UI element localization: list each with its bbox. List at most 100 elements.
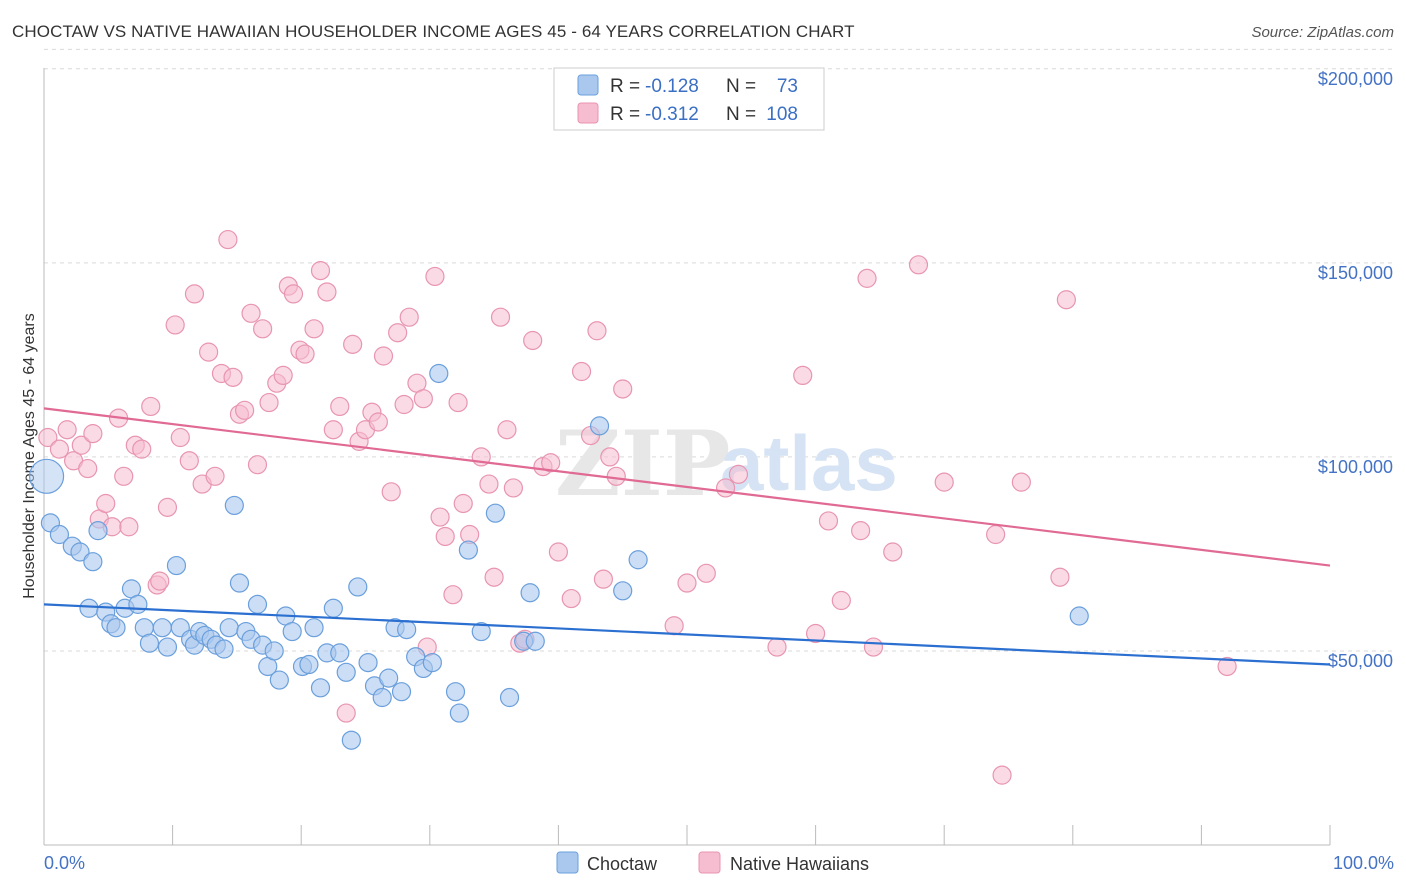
data-point-choctaw xyxy=(391,682,412,702)
data-point-native-hawaiians xyxy=(388,323,408,343)
data-point-native-hawaiians xyxy=(831,590,851,611)
data-point-choctaw xyxy=(1069,606,1089,626)
data-point-native-hawaiians xyxy=(448,392,468,413)
data-point-native-hawaiians xyxy=(283,284,304,304)
data-point-native-hawaiians xyxy=(310,261,331,281)
data-point-choctaw xyxy=(304,618,324,638)
data-point-native-hawaiians xyxy=(425,266,445,287)
data-point-choctaw xyxy=(229,573,250,593)
data-point-native-hawaiians xyxy=(399,307,419,327)
data-point-native-hawaiians xyxy=(1217,656,1237,677)
data-point-native-hawaiians xyxy=(381,482,401,502)
data-point-native-hawaiians xyxy=(541,453,561,473)
data-point-native-hawaiians xyxy=(330,396,350,417)
y-tick-label: $100,000 xyxy=(1318,457,1393,477)
data-point-native-hawaiians xyxy=(141,396,161,417)
data-point-native-hawaiians xyxy=(184,284,205,304)
data-point-native-hawaiians xyxy=(503,478,523,498)
legend-box-swatch-hawaiian xyxy=(577,102,599,124)
legend-n-value-hawaiian: 108 xyxy=(766,104,798,125)
data-point-native-hawaiians xyxy=(323,420,343,440)
data-point-native-hawaiians xyxy=(235,400,255,420)
data-point-native-hawaiians xyxy=(49,439,70,459)
data-point-choctaw xyxy=(49,524,70,545)
data-point-choctaw xyxy=(358,652,378,673)
chart-title: CHOCTAW VS NATIVE HAWAIIAN HOUSEHOLDER I… xyxy=(12,22,855,41)
data-point-native-hawaiians xyxy=(696,563,716,583)
data-point-native-hawaiians xyxy=(677,573,697,593)
data-point-native-hawaiians xyxy=(57,420,77,440)
data-point-native-hawaiians xyxy=(986,524,1006,545)
data-point-choctaw xyxy=(379,668,399,688)
y-tick-labels: $50,000 $100,000 $150,000 $200,000 xyxy=(1318,69,1393,671)
trend-line-choctaw xyxy=(43,603,1331,666)
data-point-native-hawaiians xyxy=(613,379,633,399)
data-point-native-hawaiians xyxy=(818,511,839,531)
data-point-choctaw xyxy=(348,577,368,597)
data-point-native-hawaiians xyxy=(114,466,134,486)
bottom-legend-swatch-choctaw xyxy=(556,851,579,874)
data-point-choctaw xyxy=(628,550,648,570)
data-point-choctaw xyxy=(299,654,319,675)
data-point-native-hawaiians xyxy=(523,330,543,351)
data-point-native-hawaiians xyxy=(767,637,787,657)
data-point-choctaw xyxy=(139,633,160,653)
data-point-choctaw xyxy=(157,637,178,657)
y-tick-label: $150,000 xyxy=(1318,263,1393,283)
bottom-legend-label-choctaw: Choctaw xyxy=(587,854,658,874)
data-point-choctaw xyxy=(152,618,172,638)
data-point-native-hawaiians xyxy=(78,458,98,479)
data-point-native-hawaiians xyxy=(934,472,954,492)
data-point-native-hawaiians xyxy=(223,367,243,387)
data-point-native-hawaiians xyxy=(304,319,324,339)
bottom-legend-label-hawaiian: Native Hawaiians xyxy=(730,854,869,874)
series-choctaw-points xyxy=(28,363,1089,750)
data-point-choctaw xyxy=(28,458,65,494)
data-point-native-hawaiians xyxy=(413,389,433,409)
data-point-native-hawaiians xyxy=(715,478,736,498)
data-point-native-hawaiians xyxy=(805,623,826,644)
data-point-choctaw xyxy=(499,687,520,708)
trend-line-native-hawaiians xyxy=(43,407,1331,567)
data-point-native-hawaiians xyxy=(157,497,178,517)
data-point-choctaw xyxy=(471,621,491,642)
data-point-native-hawaiians xyxy=(317,282,337,302)
data-point-choctaw xyxy=(372,687,392,708)
data-point-native-hawaiians xyxy=(863,637,884,657)
data-point-native-hawaiians xyxy=(561,588,581,609)
data-point-choctaw xyxy=(520,583,540,603)
data-point-choctaw xyxy=(70,542,90,562)
data-point-native-hawaiians xyxy=(83,424,103,444)
data-point-native-hawaiians xyxy=(205,466,225,486)
data-point-choctaw xyxy=(336,662,356,682)
data-point-native-hawaiians xyxy=(992,765,1012,785)
data-point-choctaw xyxy=(79,598,99,618)
data-point-native-hawaiians xyxy=(453,493,473,514)
data-point-native-hawaiians xyxy=(170,427,190,448)
data-point-native-hawaiians xyxy=(241,303,261,323)
data-point-choctaw xyxy=(458,540,478,560)
data-point-native-hawaiians xyxy=(664,616,684,636)
data-point-native-hawaiians xyxy=(96,493,116,514)
data-point-choctaw xyxy=(224,495,244,516)
data-point-choctaw xyxy=(589,416,610,436)
data-point-choctaw xyxy=(445,682,466,702)
data-point-choctaw xyxy=(166,555,187,576)
legend-r-label-hawaiian: R = xyxy=(610,104,640,125)
data-point-native-hawaiians xyxy=(1056,290,1076,310)
data-point-native-hawaiians xyxy=(443,585,463,605)
data-point-native-hawaiians xyxy=(179,451,199,471)
data-point-native-hawaiians xyxy=(851,521,871,541)
data-point-native-hawaiians xyxy=(336,703,356,723)
data-point-choctaw xyxy=(128,594,148,614)
data-point-native-hawaiians xyxy=(883,542,903,562)
data-point-native-hawaiians xyxy=(571,361,592,382)
legend-n-label-hawaiian: N = xyxy=(726,104,756,125)
gridlines xyxy=(44,48,1394,652)
bottom-legend: Choctaw Native Hawaiians xyxy=(556,851,869,874)
data-point-native-hawaiians xyxy=(247,455,268,475)
watermark-atlas: atlas xyxy=(720,419,898,507)
data-point-choctaw xyxy=(330,643,350,663)
data-point-native-hawaiians xyxy=(548,542,569,562)
data-point-choctaw xyxy=(422,652,442,673)
